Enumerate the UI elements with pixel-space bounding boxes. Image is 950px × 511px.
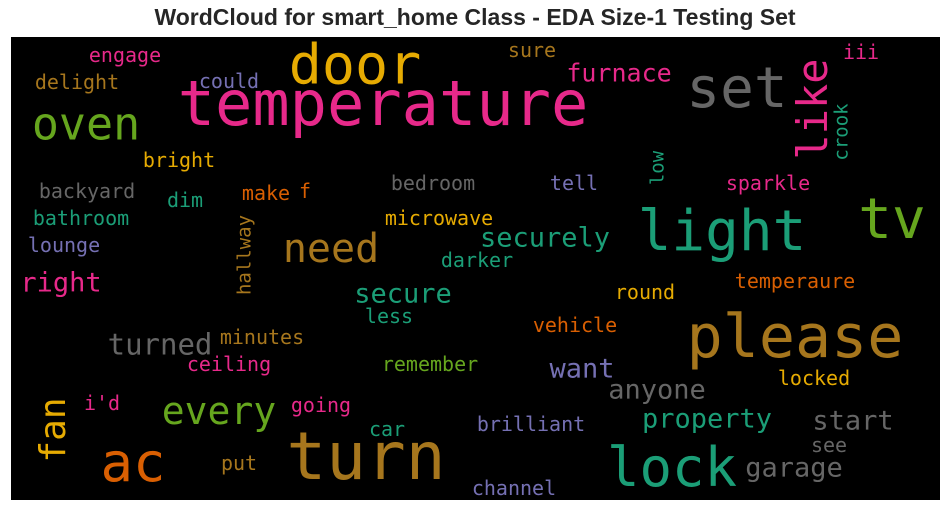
word-delight: delight xyxy=(34,70,120,94)
word-bedroom: bedroom xyxy=(390,171,476,195)
word-car: car xyxy=(368,417,406,441)
word-fan: fan xyxy=(33,397,74,463)
word-secure: secure xyxy=(354,278,452,310)
word-furnace: furnace xyxy=(566,58,672,88)
word-low: low xyxy=(646,150,669,186)
word-vehicle: vehicle xyxy=(532,313,618,337)
word-engage: engage xyxy=(88,43,162,67)
word-dim: dim xyxy=(166,188,204,212)
word-hallway: hallway xyxy=(233,214,256,296)
word-start: start xyxy=(812,405,894,437)
word-tell: tell xyxy=(549,171,599,195)
word-need: need xyxy=(282,226,380,272)
word-brilliant: brilliant xyxy=(476,412,586,436)
word-temperaure: temperaure xyxy=(734,269,856,293)
word-ceiling: ceiling xyxy=(186,352,272,376)
word-microwave: microwave xyxy=(384,206,494,230)
word-lock: lock xyxy=(606,436,738,499)
word-turned: turned xyxy=(107,327,213,362)
word-f: f xyxy=(298,179,312,203)
word-every: every xyxy=(161,389,277,433)
word-bathroom: bathroom xyxy=(32,206,130,230)
word-make: make xyxy=(241,181,291,205)
word-round: round xyxy=(614,280,676,304)
word-backyard: backyard xyxy=(38,179,136,203)
word-sparkle: sparkle xyxy=(725,171,811,195)
word-want: want xyxy=(549,353,615,385)
word-securely: securely xyxy=(479,222,611,254)
word-iii: iii xyxy=(842,40,880,64)
word-set: set xyxy=(686,56,788,121)
word-please: please xyxy=(686,302,904,372)
word-ac: ac xyxy=(100,431,166,494)
word-i-d: i'd xyxy=(83,391,121,415)
word-crook: crook xyxy=(830,103,853,161)
word-bright: bright xyxy=(142,148,216,172)
word-turn: turn xyxy=(286,418,446,495)
word-going: going xyxy=(290,393,352,417)
word-temperature: temperature xyxy=(177,67,589,140)
word-less: less xyxy=(364,304,414,328)
word-could: could xyxy=(198,69,260,93)
word-light: light xyxy=(637,199,807,264)
word-locked: locked xyxy=(777,366,851,390)
word-like: like xyxy=(788,58,837,160)
word-right: right xyxy=(20,267,102,299)
word-put: put xyxy=(220,451,258,475)
word-property: property xyxy=(641,403,773,435)
word-remember: remember xyxy=(381,352,479,376)
word-channel: channel xyxy=(471,476,557,500)
wordcloud-canvas: temperature turn please light door lock set tv a… xyxy=(11,37,940,500)
word-garage: garage xyxy=(745,452,843,484)
word-lounge: lounge xyxy=(27,233,101,257)
word-oven: oven xyxy=(31,97,141,151)
word-darker: darker xyxy=(440,248,514,272)
word-sure: sure xyxy=(507,38,557,62)
chart-title: WordCloud for smart_home Class - EDA Siz… xyxy=(154,4,796,30)
word-minutes: minutes xyxy=(219,325,305,349)
word-see: see xyxy=(810,433,848,457)
word-door: door xyxy=(288,37,422,97)
word-anyone: anyone xyxy=(608,374,706,406)
word-tv: tv xyxy=(858,187,926,252)
